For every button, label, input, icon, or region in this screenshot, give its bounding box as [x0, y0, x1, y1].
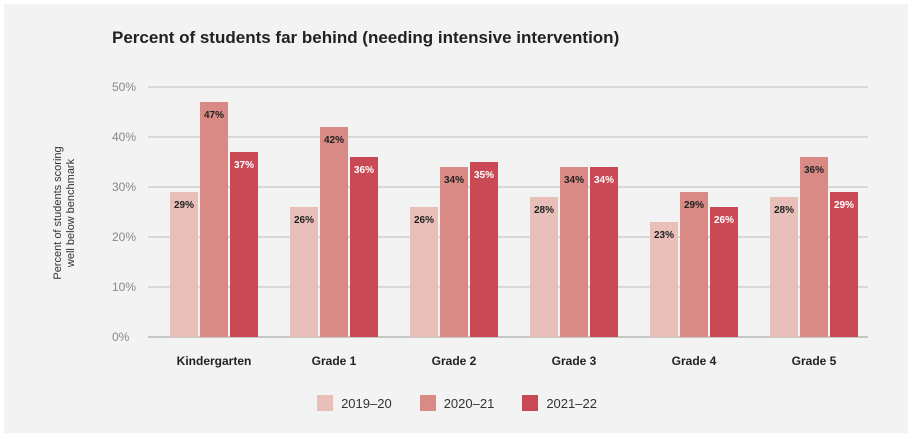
bar: [470, 162, 498, 337]
y-tick-label: 10%: [112, 280, 136, 294]
data-label: 36%: [804, 165, 824, 176]
data-label: 34%: [594, 175, 614, 186]
data-label: 26%: [294, 215, 314, 226]
legend-swatch-2020-21: [419, 395, 436, 411]
x-tick-label: Grade 1: [312, 354, 357, 368]
bar: [650, 222, 678, 337]
y-tick-label: 50%: [112, 80, 136, 94]
data-label: 29%: [174, 200, 194, 211]
data-label: 34%: [564, 175, 584, 186]
y-tick-label: 40%: [112, 130, 136, 144]
y-tick-label: 20%: [112, 230, 136, 244]
bar: [170, 192, 198, 337]
bar: [290, 207, 318, 337]
legend-swatch-2021-22: [522, 395, 539, 411]
bar: [680, 192, 708, 337]
data-label: 29%: [834, 200, 854, 211]
bar: [350, 157, 378, 337]
bar: [200, 102, 228, 337]
bar: [410, 207, 438, 337]
data-label: 37%: [234, 160, 254, 171]
bar: [710, 207, 738, 337]
x-tick-label: Grade 4: [672, 354, 717, 368]
legend-label-2021-22: 2021–22: [546, 395, 597, 411]
chart-title: Percent of students far behind (needing …: [112, 28, 620, 47]
legend-swatch-2019-20: [317, 395, 334, 411]
data-label: 28%: [534, 205, 554, 216]
legend-label-2019-20: 2019–20: [341, 395, 392, 411]
x-tick-label: Kindergarten: [177, 354, 252, 368]
x-tick-label: Grade 2: [432, 354, 477, 368]
legend-item-2020-21: 2020–21: [419, 395, 495, 411]
legend-item-2021-22: 2021–22: [522, 395, 597, 411]
y-tick-label: 30%: [112, 180, 136, 194]
bar: [590, 167, 618, 337]
bar: [440, 167, 468, 337]
bar: [230, 152, 258, 337]
data-label: 29%: [684, 200, 704, 211]
data-label: 42%: [324, 135, 344, 146]
bar: [830, 192, 858, 337]
legend-label-2020-21: 2020–21: [443, 395, 495, 411]
data-label: 36%: [354, 165, 374, 176]
bar: [320, 127, 348, 337]
bar: [530, 197, 558, 337]
data-label: 35%: [474, 170, 494, 181]
data-label: 26%: [714, 215, 734, 226]
data-label: 34%: [444, 175, 464, 186]
data-label: 28%: [774, 205, 794, 216]
y-tick-label: 0%: [112, 330, 130, 344]
data-label: 23%: [654, 230, 674, 241]
bar: [800, 157, 828, 337]
x-tick-label: Grade 5: [792, 354, 837, 368]
bar: [560, 167, 588, 337]
bar: [770, 197, 798, 337]
data-label: 47%: [204, 110, 224, 121]
legend: 2019–20 2020–21 2021–22: [0, 395, 914, 411]
x-tick-label: Grade 3: [552, 354, 597, 368]
data-label: 26%: [414, 215, 434, 226]
legend-item-2019-20: 2019–20: [317, 395, 392, 411]
